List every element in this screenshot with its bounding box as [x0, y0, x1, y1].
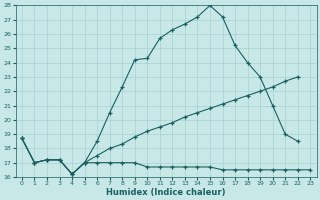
X-axis label: Humidex (Indice chaleur): Humidex (Indice chaleur) [106, 188, 226, 197]
